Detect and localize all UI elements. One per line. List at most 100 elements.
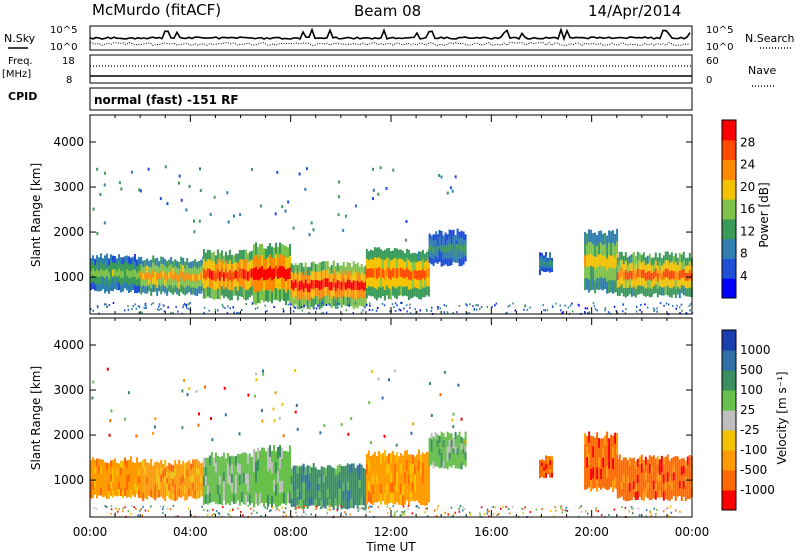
echo-cell <box>660 265 663 274</box>
echo-cell <box>228 495 231 506</box>
echo-cell <box>415 262 418 272</box>
echo-cell <box>391 461 394 473</box>
echo-cell <box>174 492 177 502</box>
speckle <box>278 509 280 512</box>
echo-cell <box>146 469 149 478</box>
echo-cell <box>407 269 410 281</box>
echo-cell <box>206 457 209 468</box>
echo-cell <box>259 279 261 292</box>
echo-cell <box>164 467 167 477</box>
echo-cell <box>588 431 591 444</box>
echo-cell <box>628 255 631 264</box>
speckle <box>124 417 127 421</box>
echo-cell <box>456 255 459 263</box>
echo-cell <box>242 259 245 270</box>
speckle <box>152 302 154 305</box>
echo-cell <box>448 251 451 259</box>
echo-cell <box>354 497 357 506</box>
echo-cell <box>648 253 651 263</box>
echo-cell <box>344 499 347 509</box>
echo-cell <box>261 458 263 470</box>
echo-cell <box>259 482 261 494</box>
echo-cell <box>128 459 130 468</box>
echo-cell <box>454 431 457 440</box>
echo-cell <box>620 251 623 261</box>
echo-cell <box>401 475 404 486</box>
echo-cell <box>298 466 301 476</box>
speckle <box>315 307 318 310</box>
echo-cell <box>430 258 433 265</box>
speckle <box>392 505 394 508</box>
echo-cell <box>232 456 235 467</box>
echo-cell <box>419 261 422 272</box>
echo-cell <box>344 491 347 501</box>
echo-cell <box>176 478 179 486</box>
speckle <box>492 506 494 508</box>
speckle <box>675 509 677 512</box>
echo-cell <box>198 286 201 294</box>
echo-cell <box>395 268 398 279</box>
speckle <box>296 427 299 431</box>
speckle <box>371 309 374 311</box>
echo-cell <box>110 276 112 284</box>
echo-cell <box>200 259 203 267</box>
speckle <box>376 307 379 309</box>
speckle <box>325 304 328 306</box>
echo-cell <box>176 267 179 275</box>
echo-cell <box>100 275 102 284</box>
echo-cell <box>600 438 603 450</box>
speckle <box>344 214 347 218</box>
echo-cell <box>265 492 267 503</box>
speckle <box>469 513 472 516</box>
speckle <box>409 303 411 306</box>
echo-cell <box>375 465 378 475</box>
speckle <box>435 514 438 517</box>
echo-cell <box>210 261 213 272</box>
speckle <box>175 305 177 308</box>
echo-cell <box>138 483 140 491</box>
echo-cell <box>428 443 431 450</box>
echo-cell <box>306 291 309 301</box>
echo-cell <box>626 288 629 297</box>
speckle <box>198 412 200 416</box>
echo-cell <box>300 482 303 492</box>
echo-cell <box>308 481 311 491</box>
echo-cell <box>126 460 128 469</box>
echo-cell <box>405 276 408 287</box>
echo-cell <box>273 278 275 290</box>
echo-cell <box>304 474 307 484</box>
echo-cell <box>314 288 317 297</box>
echo-cell <box>230 482 233 493</box>
echo-cell <box>348 464 351 474</box>
echo-cell <box>446 461 449 470</box>
echo-cell <box>584 433 587 445</box>
speckle <box>625 308 627 311</box>
echo-cell <box>428 256 431 263</box>
echo-cell <box>389 260 392 271</box>
echo-band <box>253 445 291 508</box>
echo-cell <box>281 458 283 471</box>
echo-cell <box>348 263 351 272</box>
speckle <box>139 509 141 512</box>
echo-cell <box>596 467 599 480</box>
echo-cell <box>308 497 311 506</box>
echo-cell <box>192 267 195 275</box>
echo-cell <box>316 483 319 492</box>
speckle <box>99 193 102 196</box>
speckle <box>186 393 189 397</box>
echo-cell <box>263 482 265 495</box>
speckle <box>270 509 272 512</box>
speckle <box>354 204 357 208</box>
echo-cell <box>539 474 541 479</box>
speckle <box>514 309 517 312</box>
echo-cell <box>332 467 335 477</box>
speckle <box>172 504 175 507</box>
echo-cell <box>606 478 609 491</box>
echo-cell <box>196 288 199 296</box>
echo-cell <box>371 268 374 279</box>
echo-cell <box>281 447 283 460</box>
echo-cell <box>142 266 145 274</box>
colorbar-swatch <box>722 490 736 511</box>
echo-cell <box>600 458 603 470</box>
speckle <box>217 309 219 312</box>
